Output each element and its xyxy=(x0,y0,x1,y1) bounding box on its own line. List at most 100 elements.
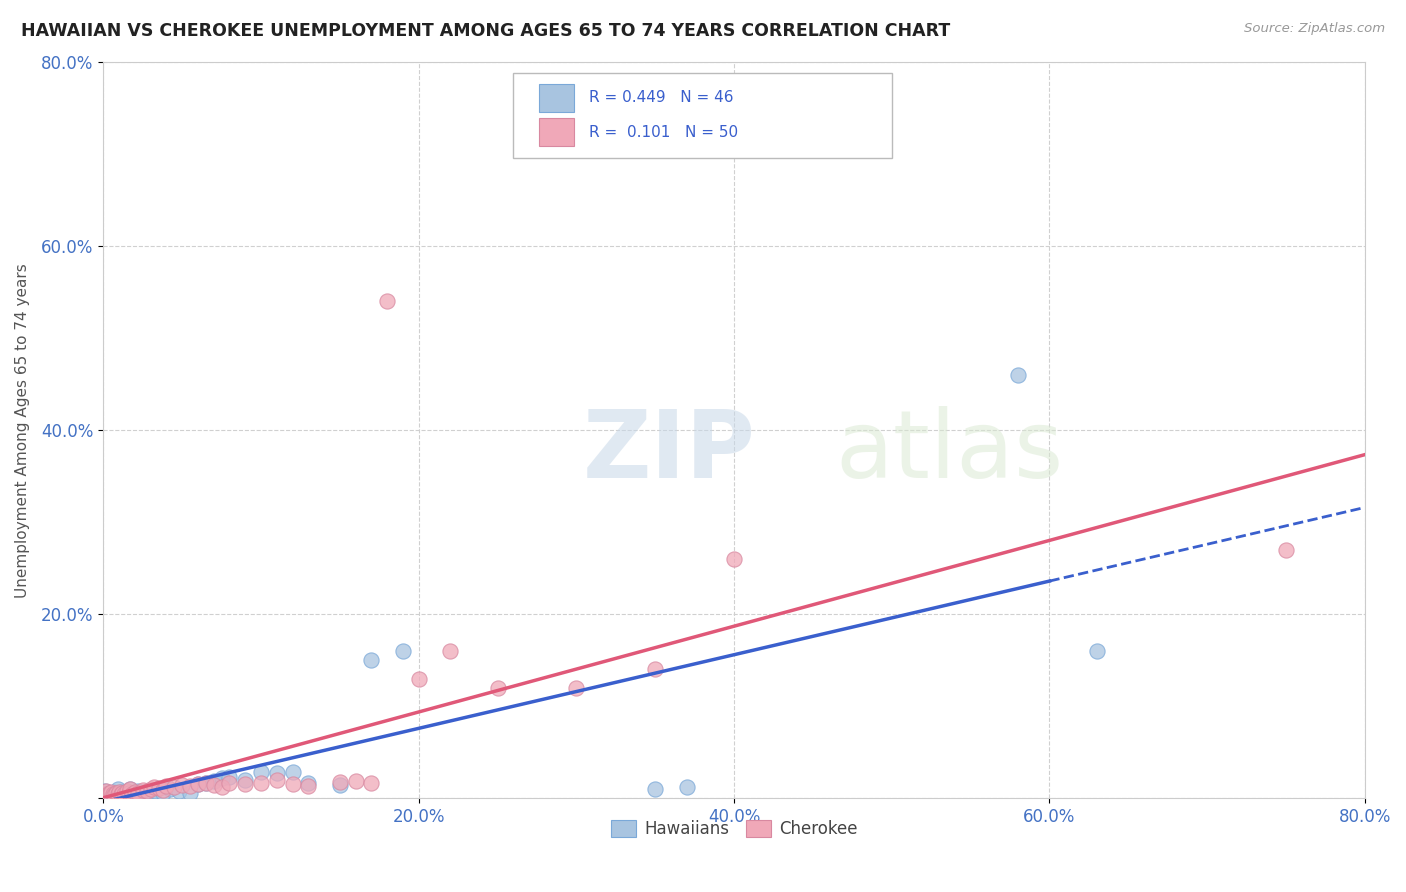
Point xyxy=(136,784,159,798)
Point xyxy=(108,789,131,803)
FancyBboxPatch shape xyxy=(538,84,574,112)
Point xyxy=(167,784,190,798)
Point xyxy=(132,786,155,800)
Point xyxy=(233,777,256,791)
Point xyxy=(1275,542,1298,557)
Point xyxy=(211,780,233,794)
Point xyxy=(111,787,134,801)
Point xyxy=(135,788,157,802)
Point xyxy=(202,773,225,788)
Point xyxy=(297,779,319,793)
Point xyxy=(117,786,139,800)
Point xyxy=(155,779,177,793)
Point xyxy=(194,776,217,790)
Point xyxy=(108,787,131,801)
Point xyxy=(1085,644,1108,658)
Point xyxy=(194,776,217,790)
Point xyxy=(250,775,273,789)
FancyBboxPatch shape xyxy=(513,73,891,158)
Point xyxy=(101,788,124,802)
Point xyxy=(100,785,122,799)
Point xyxy=(145,784,167,798)
Point xyxy=(112,789,135,803)
Point xyxy=(100,787,122,801)
Point xyxy=(565,681,588,695)
Point xyxy=(392,644,415,658)
Point xyxy=(163,780,186,794)
Point xyxy=(187,777,209,791)
Point xyxy=(121,788,143,802)
Point xyxy=(124,785,146,799)
Point xyxy=(117,786,139,800)
Point xyxy=(124,786,146,800)
Point xyxy=(211,771,233,785)
Point xyxy=(408,672,430,686)
Text: R =  0.101   N = 50: R = 0.101 N = 50 xyxy=(589,125,738,140)
Point xyxy=(132,782,155,797)
Point xyxy=(344,773,367,788)
Point xyxy=(104,786,127,800)
Point xyxy=(250,765,273,780)
Point xyxy=(120,781,142,796)
Point xyxy=(104,788,127,802)
Text: R = 0.449   N = 46: R = 0.449 N = 46 xyxy=(589,90,734,105)
Point xyxy=(127,786,149,800)
Point xyxy=(486,681,509,695)
Point xyxy=(97,789,120,803)
Point xyxy=(723,552,745,566)
Point xyxy=(127,784,149,798)
Point xyxy=(159,781,181,796)
Point xyxy=(108,785,131,799)
Point xyxy=(233,772,256,787)
FancyBboxPatch shape xyxy=(538,119,574,146)
Point xyxy=(439,644,461,658)
Point xyxy=(179,779,201,793)
Point xyxy=(114,786,136,800)
Point xyxy=(121,787,143,801)
Point xyxy=(266,772,288,787)
Point xyxy=(297,776,319,790)
Point xyxy=(1007,368,1029,382)
Point xyxy=(98,786,121,800)
Point xyxy=(644,781,666,796)
Point xyxy=(281,777,304,791)
Point xyxy=(103,785,125,799)
Point xyxy=(360,776,382,790)
Point xyxy=(107,788,129,802)
Point xyxy=(94,784,117,798)
Point xyxy=(281,765,304,780)
Text: HAWAIIAN VS CHEROKEE UNEMPLOYMENT AMONG AGES 65 TO 74 YEARS CORRELATION CHART: HAWAIIAN VS CHEROKEE UNEMPLOYMENT AMONG … xyxy=(21,22,950,40)
Point xyxy=(644,662,666,676)
Point xyxy=(103,789,125,803)
Point xyxy=(152,782,174,797)
Point xyxy=(139,781,162,796)
Point xyxy=(329,774,352,789)
Point xyxy=(675,780,697,794)
Point xyxy=(218,770,240,784)
Point xyxy=(94,787,117,801)
Point xyxy=(112,788,135,802)
Point xyxy=(266,766,288,780)
Point xyxy=(115,784,138,798)
Point xyxy=(148,780,170,795)
Point xyxy=(110,787,132,801)
Point xyxy=(360,653,382,667)
Point xyxy=(111,786,134,800)
Y-axis label: Unemployment Among Ages 65 to 74 years: Unemployment Among Ages 65 to 74 years xyxy=(15,263,30,598)
Point xyxy=(142,780,165,794)
Point xyxy=(101,787,124,801)
Text: Source: ZipAtlas.com: Source: ZipAtlas.com xyxy=(1244,22,1385,36)
Point xyxy=(107,781,129,796)
Point xyxy=(110,785,132,799)
Point xyxy=(120,781,142,796)
Point xyxy=(179,786,201,800)
Text: atlas: atlas xyxy=(835,406,1063,499)
Point xyxy=(98,786,121,800)
Point xyxy=(96,784,118,798)
Text: ZIP: ZIP xyxy=(582,406,755,499)
Point xyxy=(187,777,209,791)
Point xyxy=(329,778,352,792)
Point xyxy=(97,788,120,802)
Point xyxy=(218,776,240,790)
Point xyxy=(202,778,225,792)
